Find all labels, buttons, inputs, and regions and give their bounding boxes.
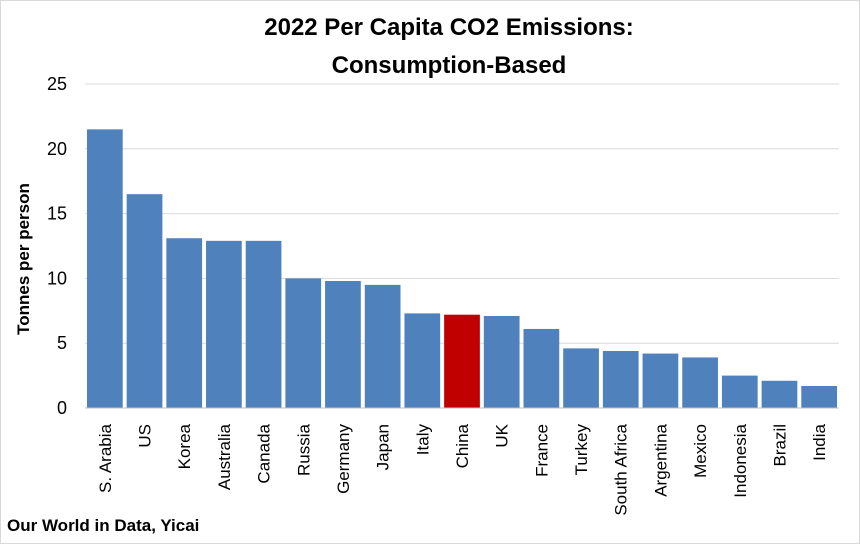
bar-germany — [325, 280, 361, 408]
y-axis-label: Tonnes per person — [14, 183, 33, 335]
bar-russia — [285, 278, 322, 408]
x-tick-label: Canada — [255, 423, 274, 483]
x-tick-label: Australia — [215, 423, 234, 490]
x-tick-label: UK — [493, 423, 512, 447]
chart-title: 2022 Per Capita CO2 Emissions: Consumpti… — [264, 14, 634, 79]
x-tick-label: Argentina — [651, 423, 670, 496]
x-tick-label: South Africa — [612, 423, 631, 515]
x-tick-label: Indonesia — [731, 423, 750, 497]
y-tick-label: 10 — [47, 268, 67, 288]
bar-uk — [483, 315, 520, 408]
bar-indonesia — [721, 375, 758, 408]
x-tick-label: Brazil — [770, 424, 789, 467]
bar-us — [126, 194, 163, 408]
chart-title-line-2: Consumption-Based — [332, 52, 567, 79]
x-tick-label: China — [453, 423, 472, 468]
y-tick-label: 25 — [47, 74, 67, 94]
source-note: Our World in Data, Yicai — [7, 516, 199, 535]
y-axis-ticks: 0 5 10 15 20 25 — [47, 74, 67, 418]
x-tick-label: S. Arabia — [96, 423, 115, 493]
x-tick-label: India — [810, 423, 829, 460]
x-axis-labels: S. Arabia US Korea Australia Canada Russia Ger… — [96, 423, 829, 515]
bar-south-africa — [602, 350, 639, 408]
bar-china — [444, 314, 480, 408]
x-tick-label: France — [532, 424, 551, 477]
bar-argentina — [642, 353, 679, 408]
x-tick-label: Mexico — [691, 424, 710, 478]
bar-s-arabia — [86, 129, 123, 409]
y-tick-label: 20 — [47, 139, 67, 159]
bar-japan — [364, 284, 401, 408]
bar-australia — [206, 240, 242, 408]
bar-korea — [166, 238, 203, 408]
bar-brazil — [761, 380, 798, 408]
bar-canada — [245, 240, 282, 408]
y-tick-label: 0 — [57, 398, 67, 418]
bar-france — [523, 328, 560, 408]
x-tick-label: US — [136, 424, 155, 448]
bar-italy — [404, 313, 441, 408]
y-tick-label: 5 — [57, 333, 67, 353]
bars — [86, 129, 838, 409]
bar-india — [801, 385, 838, 408]
chart-title-line-1: 2022 Per Capita CO2 Emissions: — [264, 14, 634, 41]
bar-mexico — [682, 357, 718, 408]
y-tick-label: 15 — [47, 204, 67, 224]
x-tick-label: Russia — [294, 423, 313, 476]
x-tick-label: Turkey — [572, 424, 591, 476]
x-tick-label: Germany — [334, 424, 353, 494]
x-tick-label: Japan — [374, 424, 393, 470]
x-tick-label: Korea — [175, 423, 194, 469]
bar-turkey — [563, 348, 599, 408]
x-tick-label: Italy — [413, 424, 432, 456]
